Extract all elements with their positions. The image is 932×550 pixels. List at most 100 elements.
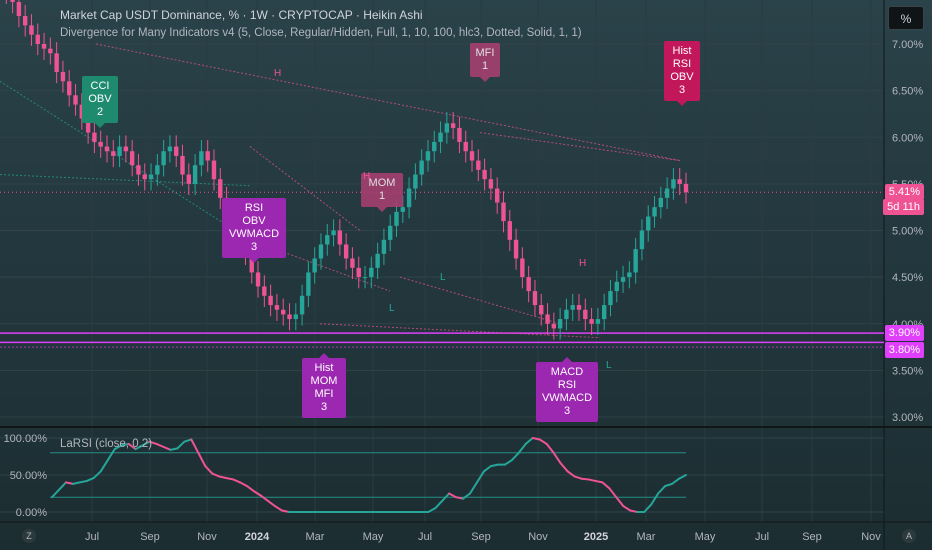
larsi-tick-label: 50.00%: [10, 470, 48, 482]
divergence-line: [479, 132, 681, 162]
price-tick-label: 3.00%: [892, 412, 923, 424]
candle-body: [104, 146, 110, 152]
candle-body: [564, 309, 569, 320]
candle-body: [419, 160, 424, 175]
candle-body: [438, 132, 443, 142]
larsi-line-segment: [246, 485, 256, 493]
time-axis-label: Sep: [140, 531, 160, 543]
candle-body: [98, 141, 103, 147]
candle-body: [425, 151, 431, 161]
candle-body: [539, 305, 544, 315]
candle-body: [79, 104, 85, 119]
percent-scale-button[interactable]: %: [888, 6, 924, 30]
candle-body: [620, 277, 626, 282]
divergence-callout-macd-rsi-vwmacd: MACD RSI VWMACD 3: [536, 357, 598, 422]
larsi-line-segment: [594, 479, 604, 484]
larsi-line-segment: [427, 507, 437, 513]
larsi-line-segment: [225, 476, 235, 481]
divergence-callout-mfi: MFI 1: [470, 43, 500, 82]
zoom-button[interactable]: Z: [22, 529, 36, 543]
level-label-1: 3.90%: [884, 325, 924, 341]
candle-body: [299, 295, 305, 315]
larsi-line-segment: [545, 442, 555, 454]
larsi-line-segment: [448, 492, 458, 499]
candle-body: [293, 314, 298, 320]
price-tick-label: 4.50%: [892, 272, 923, 284]
divergence-line: [319, 323, 601, 339]
divergence-line: [249, 146, 361, 231]
candle-body: [287, 314, 292, 320]
candle-body: [633, 249, 638, 273]
larsi-line-segment: [106, 448, 116, 462]
symbol-legend[interactable]: Market Cap USDT Dominance, % · 1W · CRYP…: [60, 8, 423, 22]
candle-body: [129, 151, 135, 166]
time-axis-label: 2024: [245, 531, 270, 543]
candle-body: [482, 169, 487, 180]
larsi-line-segment: [204, 465, 214, 475]
candle-body: [192, 165, 198, 184]
candle-body: [652, 207, 657, 217]
candle-body: [325, 235, 330, 245]
larsi-line-segment: [664, 482, 674, 488]
larsi-line-segment: [155, 442, 165, 448]
larsi-line-segment: [141, 440, 151, 447]
larsi-line-segment: [559, 462, 569, 473]
candle-body: [388, 225, 393, 240]
candle-body: [281, 309, 286, 315]
larsi-line-segment: [99, 459, 109, 473]
current-price-label: 5.41%: [884, 184, 924, 200]
candle-body: [255, 272, 261, 287]
larsi-line-segment: [643, 503, 653, 513]
candle-body: [369, 267, 374, 278]
time-axis-label: Nov: [528, 531, 548, 543]
larsi-line-segment: [134, 444, 144, 451]
candle-body: [199, 151, 204, 166]
candle-body: [601, 305, 607, 320]
candle-body: [677, 179, 682, 184]
candle-body: [29, 25, 34, 35]
time-axis-label: Jul: [85, 531, 99, 543]
larsi-line-segment: [253, 490, 263, 497]
larsi-line-segment: [85, 476, 95, 482]
indicator-legend[interactable]: Divergence for Many Indicators v4 (5, Cl…: [60, 27, 582, 39]
candle-body: [205, 151, 210, 161]
larsi-tick-label: 100.00%: [4, 433, 48, 445]
larsi-line-segment: [239, 481, 249, 488]
larsi-line-segment: [455, 496, 465, 500]
price-tick-label: 3.50%: [892, 365, 923, 377]
candle-body: [557, 319, 563, 329]
candle-body: [148, 174, 154, 180]
candle-body: [92, 132, 97, 142]
candle-body: [507, 221, 512, 240]
candle-body: [576, 305, 582, 310]
candle-body: [67, 81, 72, 96]
countdown-label: 5d 11h: [883, 199, 924, 215]
candle-body: [406, 188, 412, 208]
larsi-legend[interactable]: LaRSI (close, 0.2): [60, 438, 153, 450]
candle-body: [350, 258, 355, 268]
candle-body: [381, 239, 387, 254]
larsi-line-segment: [162, 445, 172, 451]
larsi-line-segment: [434, 499, 444, 510]
price-tick-label: 5.00%: [892, 226, 923, 238]
candle-body: [343, 244, 349, 259]
divergence-callout-hist-mom-mfi: Hist MOM MFI 3: [302, 353, 346, 418]
candle-body: [413, 174, 418, 189]
candle-body: [444, 123, 450, 133]
candle-body: [513, 239, 519, 259]
candle-body: [262, 286, 267, 296]
auto-scale-button[interactable]: A: [902, 529, 916, 543]
candle-body: [658, 197, 664, 208]
larsi-line-segment: [475, 470, 485, 484]
time-axis-label: Sep: [471, 531, 491, 543]
larsi-line-segment: [622, 505, 632, 512]
candle-body: [595, 319, 601, 324]
larsi-line-segment: [190, 438, 200, 454]
candle-body: [520, 258, 525, 278]
candle-body: [457, 127, 462, 142]
candle-body: [463, 141, 468, 152]
larsi-line-segment: [57, 481, 67, 491]
larsi-line-segment: [524, 437, 534, 445]
candle-body: [614, 281, 619, 292]
